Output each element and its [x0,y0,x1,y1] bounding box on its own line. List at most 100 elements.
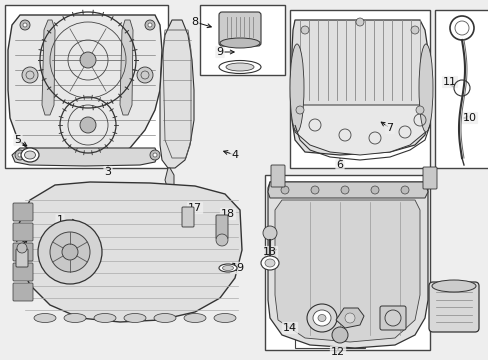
Polygon shape [42,20,55,115]
Circle shape [15,150,25,160]
Circle shape [263,226,276,240]
Ellipse shape [289,44,304,132]
Polygon shape [289,10,429,168]
FancyBboxPatch shape [216,215,227,239]
Ellipse shape [219,264,237,272]
Text: 12: 12 [330,347,345,357]
Text: 10: 10 [462,113,476,123]
FancyBboxPatch shape [13,263,33,281]
Ellipse shape [34,314,56,323]
Polygon shape [16,182,242,322]
Polygon shape [267,182,427,198]
Text: 19: 19 [230,263,244,273]
Ellipse shape [306,304,336,332]
Polygon shape [200,5,285,75]
Circle shape [22,67,38,83]
Circle shape [80,117,96,133]
Circle shape [384,310,400,326]
Circle shape [345,313,354,323]
Circle shape [281,186,288,194]
Polygon shape [434,10,488,168]
Text: 11: 11 [442,77,456,87]
Text: 13: 13 [263,247,276,257]
Ellipse shape [220,38,260,48]
Text: 9: 9 [216,47,223,57]
Circle shape [153,153,157,157]
Circle shape [150,150,160,160]
FancyBboxPatch shape [13,243,33,261]
Circle shape [148,23,152,27]
Ellipse shape [312,310,330,326]
FancyBboxPatch shape [13,283,33,301]
Text: 16: 16 [387,315,401,325]
Circle shape [415,106,423,114]
Circle shape [62,244,78,260]
Circle shape [216,234,227,246]
Ellipse shape [154,314,176,323]
FancyBboxPatch shape [13,223,33,241]
Polygon shape [274,200,419,342]
Text: 2: 2 [15,243,21,253]
Ellipse shape [21,148,39,162]
Circle shape [295,106,304,114]
Ellipse shape [418,44,432,132]
Ellipse shape [64,314,86,323]
Circle shape [331,327,347,343]
Circle shape [301,26,308,34]
Text: 5: 5 [15,135,21,145]
Circle shape [137,67,153,83]
Circle shape [310,186,318,194]
Text: 7: 7 [386,123,393,133]
Ellipse shape [261,256,279,270]
Ellipse shape [317,315,325,321]
Circle shape [80,52,96,68]
Ellipse shape [124,314,146,323]
Polygon shape [164,168,174,190]
Text: 6: 6 [336,160,343,170]
Polygon shape [291,20,427,155]
Ellipse shape [214,314,236,323]
FancyBboxPatch shape [428,282,478,332]
Ellipse shape [225,63,253,71]
Ellipse shape [183,314,205,323]
Circle shape [340,186,348,194]
Polygon shape [267,182,427,348]
Polygon shape [12,148,158,166]
Circle shape [410,26,418,34]
Circle shape [38,220,102,284]
Circle shape [18,153,22,157]
Circle shape [370,186,378,194]
Polygon shape [292,105,429,155]
FancyBboxPatch shape [270,165,285,187]
FancyBboxPatch shape [379,306,405,330]
Text: 3: 3 [104,167,111,177]
FancyBboxPatch shape [219,12,261,46]
Ellipse shape [219,60,261,73]
Text: 18: 18 [221,209,235,219]
Polygon shape [335,308,363,328]
Circle shape [50,232,90,272]
Text: 17: 17 [187,203,202,213]
Polygon shape [160,20,194,168]
Text: 14: 14 [283,323,296,333]
Text: 8: 8 [191,17,198,27]
Circle shape [400,186,408,194]
Polygon shape [5,5,168,168]
Ellipse shape [24,151,36,159]
Text: 1: 1 [57,215,63,225]
Circle shape [145,20,155,30]
Polygon shape [120,20,133,115]
FancyBboxPatch shape [16,249,28,267]
Polygon shape [294,298,364,348]
Circle shape [20,20,30,30]
Circle shape [17,243,27,253]
Circle shape [23,23,27,27]
Text: 15: 15 [448,293,462,303]
Ellipse shape [431,280,475,292]
Polygon shape [264,175,429,350]
Polygon shape [8,15,162,162]
Ellipse shape [94,314,116,323]
Ellipse shape [264,259,274,267]
Text: 4: 4 [231,150,238,160]
FancyBboxPatch shape [13,203,33,221]
